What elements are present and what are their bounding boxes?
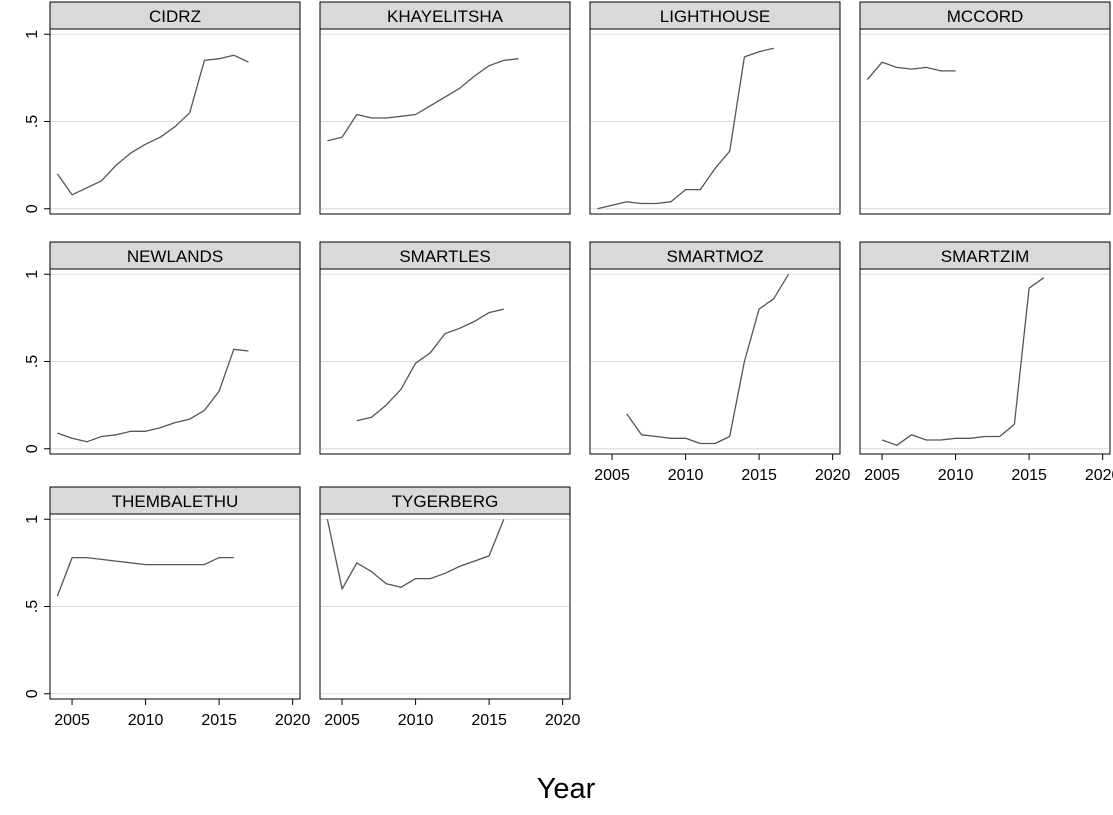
- panel-title: SMARTLES: [399, 247, 490, 266]
- y-tick-label: 0: [24, 204, 41, 213]
- y-tick-label: 1: [24, 30, 41, 39]
- panel: THEMBALETHU 0 .5 1 2005 2010 2015 2020: [24, 486, 311, 729]
- y-tick-label: .5: [24, 115, 41, 128]
- x-tick-label: 2020: [1085, 467, 1113, 484]
- panel-title: NEWLANDS: [127, 247, 223, 266]
- panel: SMARTZIM 2005 2010 2015 2020: [859, 241, 1113, 484]
- series-line: [326, 518, 505, 590]
- panels-layer: CIDRZ 0 .5 1 KHAYELITSHA LIGHTHOUSE MCCORD NEWL…: [24, 1, 1113, 729]
- x-tick-label: 2010: [938, 467, 974, 484]
- panel-title: THEMBALETHU: [112, 492, 239, 511]
- x-axis-title: Year: [537, 773, 596, 805]
- series-line: [626, 273, 790, 445]
- series-line: [56, 556, 234, 597]
- panel-header: [319, 1, 571, 30]
- x-tick-label: 2010: [128, 712, 164, 729]
- x-tick-label: 2010: [668, 467, 704, 484]
- x-tick-label: 2005: [54, 712, 90, 729]
- panel-title: SMARTMOZ: [667, 247, 764, 266]
- series-line: [597, 47, 774, 210]
- y-tick-label: 0: [24, 689, 41, 698]
- x-tick-label: 2015: [471, 712, 507, 729]
- panel: CIDRZ 0 .5 1: [24, 1, 301, 215]
- panel: SMARTLES: [319, 241, 571, 455]
- panel-header: [589, 1, 841, 30]
- x-tick-label: 2010: [398, 712, 434, 729]
- x-tick-label: 2015: [201, 712, 237, 729]
- panel: NEWLANDS 0 .5 1: [24, 241, 301, 455]
- panel-title: KHAYELITSHA: [387, 7, 504, 26]
- series-line: [881, 277, 1045, 446]
- x-tick-label: 2005: [864, 467, 900, 484]
- panel: KHAYELITSHA: [319, 1, 571, 215]
- panel-header: [49, 241, 301, 270]
- panel-header: [49, 1, 301, 30]
- panel-title: TYGERBERG: [392, 492, 499, 511]
- panel-header: [319, 241, 571, 270]
- series-line: [327, 58, 519, 142]
- y-tick-label: .5: [24, 600, 41, 613]
- x-tick-label: 2020: [545, 712, 581, 729]
- panel-title: MCCORD: [947, 7, 1024, 26]
- y-tick-label: 1: [24, 515, 41, 524]
- panel-header: [859, 1, 1111, 30]
- panel: MCCORD: [859, 1, 1111, 215]
- y-tick-label: 0: [24, 444, 41, 453]
- panel: SMARTMOZ 2005 2010 2015 2020: [589, 241, 851, 484]
- panel-header: [859, 241, 1111, 270]
- panel: TYGERBERG 2005 2010 2015 2020: [319, 486, 581, 729]
- series-line: [57, 348, 249, 443]
- x-tick-label: 2005: [324, 712, 360, 729]
- x-tick-label: 2005: [594, 467, 630, 484]
- x-tick-label: 2015: [1011, 467, 1047, 484]
- x-tick-label: 2020: [275, 712, 311, 729]
- panel-header: [589, 241, 841, 270]
- panel-title: SMARTZIM: [941, 247, 1029, 266]
- x-tick-label: 2015: [741, 467, 777, 484]
- panel-header: [49, 486, 301, 515]
- series-line: [356, 308, 504, 422]
- y-tick-label: .5: [24, 355, 41, 368]
- series-line: [56, 54, 249, 196]
- panel: LIGHTHOUSE: [589, 1, 841, 215]
- x-tick-label: 2020: [815, 467, 851, 484]
- series-line: [866, 61, 956, 81]
- panel-title: CIDRZ: [149, 7, 201, 26]
- panel-title: LIGHTHOUSE: [660, 7, 771, 26]
- y-tick-label: 1: [24, 270, 41, 279]
